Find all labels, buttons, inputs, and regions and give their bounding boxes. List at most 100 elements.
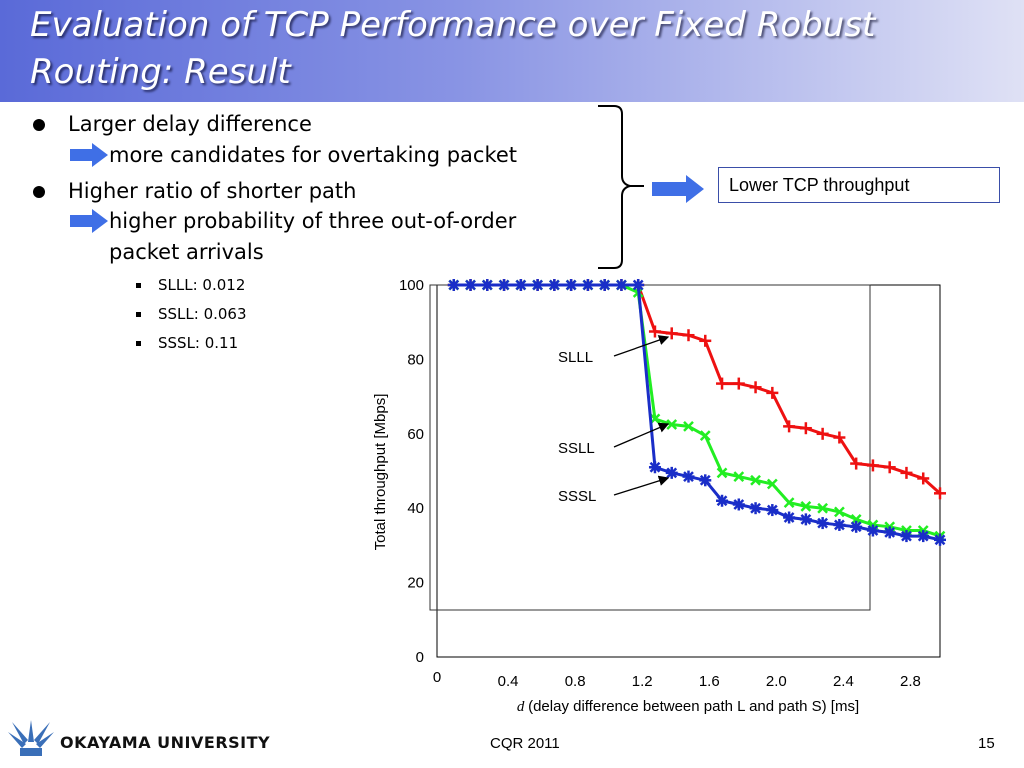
- series-label-ssll: SSLL: [558, 440, 595, 457]
- series-line-ssll: [453, 283, 941, 538]
- x-tick-label: 0.4: [498, 673, 519, 690]
- data-point-slll: [799, 422, 812, 435]
- series-pointer-arrow: [613, 335, 670, 357]
- data-point-ssll: [800, 500, 812, 512]
- series-pointer-arrow: [613, 422, 670, 448]
- data-point-ssll: [683, 420, 694, 432]
- data-point-sssl: [850, 520, 863, 533]
- slide-title-line-2: Routing: Result: [30, 52, 291, 92]
- data-point-slll: [783, 420, 796, 433]
- sub-bullet-marker: [136, 312, 141, 317]
- x-tick-label: 2.0: [766, 673, 787, 690]
- data-point-sssl: [498, 279, 511, 291]
- sub-bullet-slll: SLLL: 0.012: [158, 276, 246, 294]
- data-point-sssl: [816, 517, 829, 530]
- data-point-sssl: [883, 526, 896, 539]
- data-point-sssl: [581, 279, 594, 291]
- y-axis-title: Total throughput [Mbps]: [372, 394, 389, 551]
- data-point-slll: [900, 466, 913, 479]
- data-point-ssll: [834, 506, 845, 518]
- title-bar: Evaluation of TCP Performance over Fixed…: [0, 0, 1024, 102]
- y-tick-label: 80: [407, 351, 424, 368]
- data-point-slll: [883, 461, 896, 474]
- data-point-sssl: [866, 524, 879, 537]
- data-point-sssl: [632, 279, 645, 291]
- data-point-slll: [682, 329, 695, 342]
- data-point-sssl: [665, 466, 678, 479]
- page-number: 15: [978, 735, 995, 752]
- inner-frame: [429, 284, 871, 611]
- data-point-sssl: [934, 533, 946, 546]
- data-point-sssl: [783, 511, 796, 524]
- data-point-sssl: [716, 494, 729, 507]
- data-point-sssl: [833, 518, 846, 531]
- data-point-sssl: [682, 470, 695, 483]
- data-point-slll: [648, 325, 661, 338]
- data-point-slll: [816, 427, 829, 440]
- data-point-ssll: [817, 502, 829, 514]
- y-tick-label: 100: [399, 277, 424, 294]
- data-point-sssl: [799, 513, 812, 526]
- right-arrow-icon: [652, 175, 704, 203]
- x-tick-label: 2.4: [833, 673, 854, 690]
- data-point-slll: [699, 334, 712, 347]
- y-tick-label: 0: [416, 649, 424, 666]
- slide-title-line-1: Evaluation of TCP Performance over Fixed…: [30, 5, 876, 45]
- data-point-sssl: [531, 279, 544, 291]
- data-point-ssll: [699, 430, 711, 442]
- university-name: OKAYAMA UNIVERSITY: [60, 733, 271, 752]
- data-point-sssl: [548, 279, 561, 291]
- bullet-dot: [33, 186, 45, 198]
- right-arrow-icon: [70, 143, 108, 167]
- data-point-sssl: [699, 474, 712, 487]
- sub-bullet-sssl: SSSL: 0.11: [158, 334, 239, 352]
- data-point-slll: [665, 327, 678, 340]
- series-line-sssl: [453, 283, 941, 542]
- series-label-sssl: SSSL: [558, 488, 596, 505]
- data-point-slll: [766, 386, 779, 399]
- data-point-sssl: [732, 498, 745, 511]
- x-tick-label: 1.6: [699, 673, 720, 690]
- data-point-sssl: [447, 279, 460, 291]
- data-point-slll: [934, 487, 946, 500]
- sub-bullet-ssll: SSLL: 0.063: [158, 305, 247, 323]
- sub-bullet-marker: [136, 283, 141, 288]
- bullet-1-text: Larger delay difference: [68, 112, 312, 136]
- data-point-slll: [850, 457, 863, 470]
- data-point-sssl: [514, 279, 527, 291]
- data-point-sssl: [565, 279, 578, 291]
- y-tick-label: 20: [407, 575, 424, 592]
- right-arrow-icon: [70, 209, 108, 233]
- conclusion-text: Lower TCP throughput: [729, 175, 910, 195]
- bullet-2-consequence-line-2: packet arrivals: [109, 240, 264, 264]
- series-pointer-arrow: [613, 475, 670, 496]
- data-point-slll: [749, 381, 762, 394]
- curly-brace-icon: [598, 105, 644, 269]
- data-point-sssl: [917, 530, 930, 543]
- data-point-slll: [716, 377, 729, 390]
- data-point-slll: [866, 459, 879, 472]
- data-point-sssl: [598, 279, 611, 291]
- data-point-ssll: [733, 471, 745, 482]
- data-point-sssl: [464, 279, 477, 291]
- data-point-slll: [917, 472, 930, 485]
- university-logo-icon: [8, 720, 54, 756]
- conference-label: CQR 2011: [490, 735, 560, 752]
- data-point-sssl: [615, 279, 628, 291]
- data-point-slll: [833, 431, 846, 444]
- data-point-sssl: [766, 504, 779, 517]
- bullet-2-text: Higher ratio of shorter path: [68, 179, 357, 203]
- y-tick-label: 60: [407, 426, 424, 443]
- x-tick-label: 1.2: [632, 673, 653, 690]
- data-point-sssl: [648, 461, 661, 474]
- data-point-sssl: [900, 530, 913, 543]
- data-point-slll: [732, 377, 745, 390]
- conclusion-box: Lower TCP throughput: [718, 167, 1000, 203]
- sub-bullet-marker: [136, 341, 141, 346]
- data-point-sssl: [749, 502, 762, 515]
- bullet-dot: [33, 119, 45, 131]
- data-point-ssll: [766, 478, 778, 490]
- x-axis-title: d (delay difference between path L and p…: [517, 698, 859, 715]
- series-label-slll: SLLL: [558, 349, 593, 366]
